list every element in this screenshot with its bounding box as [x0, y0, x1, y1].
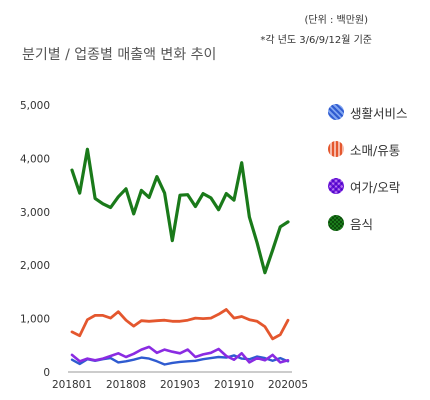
legend-swatch-food — [328, 215, 344, 231]
series-line-food — [70, 147, 290, 275]
y-tick-label: 0 — [43, 367, 50, 379]
legend-item-living-service[interactable]: 생활서비스 — [328, 103, 408, 121]
year-note: *각 년도 3/6/9/12월 기준 — [260, 35, 372, 46]
unit-note: (단위 : 백만원) — [304, 15, 368, 26]
legend-swatch-living-service — [328, 104, 344, 120]
y-tick-label: 5,000 — [20, 100, 50, 112]
series-line-retail — [70, 308, 290, 341]
x-tick-label: 201808 — [106, 379, 146, 391]
legend-label-retail: 소매/유통 — [350, 142, 401, 158]
y-tick-label: 2,000 — [20, 260, 50, 272]
legend-label-leisure: 여가/오락 — [350, 179, 401, 195]
x-tick-label: 202005 — [268, 379, 308, 391]
chart-title: 분기별 / 업종별 매출액 변화 추이 — [22, 47, 217, 63]
series-line-living-service — [70, 354, 290, 366]
legend-swatch-retail — [328, 141, 344, 157]
legend-swatch-leisure — [328, 178, 344, 194]
legend-label-living-service: 생활서비스 — [350, 105, 408, 121]
y-tick-label: 4,000 — [20, 153, 50, 165]
legend-label-food: 음식 — [350, 216, 374, 232]
legend-item-leisure[interactable]: 여가/오락 — [328, 177, 408, 195]
x-tick-label: 201903 — [160, 379, 200, 391]
legend-item-food[interactable]: 음식 — [328, 214, 408, 232]
x-tick-label: 201910 — [214, 379, 254, 391]
y-tick-label: 3,000 — [20, 207, 50, 219]
series-line-leisure — [70, 345, 290, 364]
legend-item-retail[interactable]: 소매/유통 — [328, 140, 408, 158]
y-tick-label: 1,000 — [20, 314, 50, 326]
legend: 생활서비스 소매/유통 여가/오락 음식 — [328, 103, 408, 251]
x-tick-label: 201801 — [52, 379, 92, 391]
